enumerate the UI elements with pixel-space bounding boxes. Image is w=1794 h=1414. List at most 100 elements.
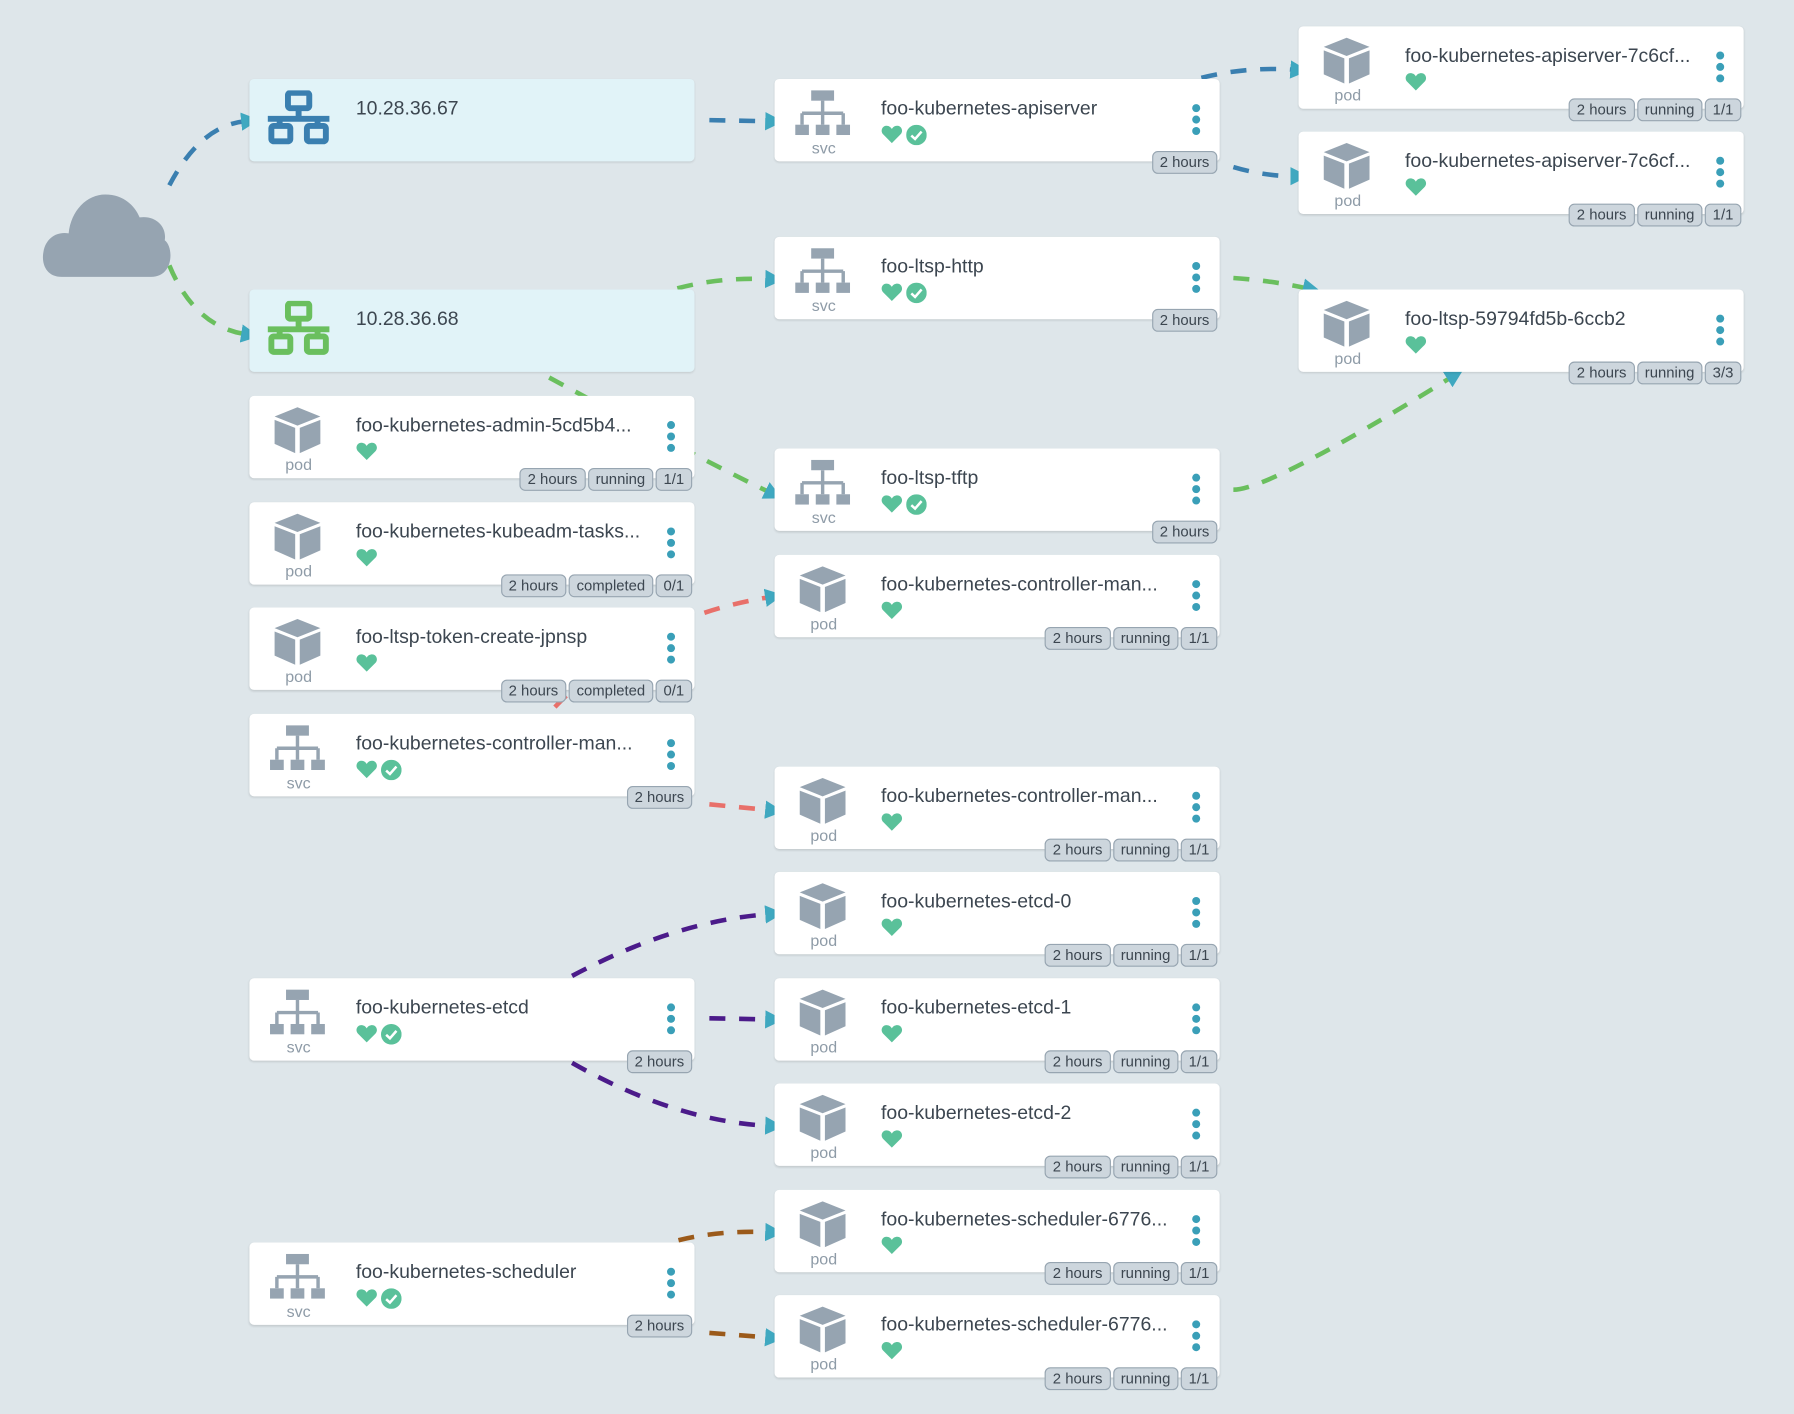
edge-tftpsvc-to-ltsppod [1233, 369, 1464, 492]
node-title[interactable]: foo-kubernetes-kubeadm-tasks... [355, 520, 641, 543]
edge-apisvc-to-apipod1 [1200, 60, 1309, 81]
info-badge: 2 hours [519, 467, 586, 491]
kebab-menu-icon[interactable] [1192, 580, 1201, 611]
node-title[interactable]: foo-kubernetes-scheduler-6776... [880, 1208, 1168, 1230]
info-badge: running [1112, 838, 1179, 862]
info-badge: 1/1 [655, 467, 693, 491]
info-badge: 2 hours [1568, 98, 1635, 122]
heart-health-icon [881, 1129, 903, 1154]
node-title[interactable]: foo-kubernetes-controller-man... [355, 732, 633, 754]
node-title[interactable]: foo-kubernetes-controller-man... [880, 573, 1158, 595]
kebab-menu-icon[interactable] [1192, 1003, 1201, 1035]
node-title[interactable]: foo-kubernetes-etcd-1 [880, 996, 1072, 1019]
node-title[interactable]: foo-kubernetes-etcd [355, 996, 529, 1019]
node-title[interactable]: foo-kubernetes-scheduler-6776... [880, 1313, 1168, 1336]
pod-node[interactable]: pod foo-kubernetes-controller-man... 2 hou… [774, 554, 1220, 650]
node-title[interactable]: foo-kubernetes-etcd-2 [880, 1101, 1072, 1124]
node-title[interactable]: foo-ltsp-tftp [880, 466, 979, 489]
kind-label: pod [810, 614, 838, 633]
kebab-menu-icon[interactable] [1192, 262, 1201, 293]
kebab-menu-icon[interactable] [1192, 1215, 1201, 1246]
edge-schedsvc-to-sched2 [709, 1328, 784, 1347]
node-title[interactable]: foo-kubernetes-apiserver-7c6cf... [1404, 149, 1691, 172]
pod-cube-icon [795, 881, 850, 931]
node-title[interactable]: foo-kubernetes-apiserver [880, 97, 1098, 119]
info-badge: 2 hours [1568, 203, 1635, 227]
pod-node[interactable]: pod foo-kubernetes-kubeadm-tasks... 2 hour… [249, 502, 695, 598]
kebab-menu-icon[interactable] [1716, 156, 1725, 188]
check-circle-icon [380, 1023, 402, 1050]
kebab-menu-icon[interactable] [667, 421, 676, 452]
edge-cmsvc-to-cmpod2 [709, 800, 784, 819]
kebab-menu-icon[interactable] [1192, 473, 1201, 505]
kebab-menu-icon[interactable] [667, 632, 676, 664]
kebab-menu-icon[interactable] [667, 1003, 676, 1035]
ingress-node[interactable]: 10.28.36.68 [249, 289, 695, 372]
kebab-menu-icon[interactable] [1192, 104, 1201, 136]
kebab-menu-icon[interactable] [667, 739, 676, 770]
kind-label: pod [1334, 348, 1362, 368]
pod-node[interactable]: pod foo-kubernetes-scheduler-6776... 2 hou… [774, 1189, 1220, 1285]
node-status [881, 918, 903, 943]
node-title[interactable]: foo-kubernetes-apiserver-7c6cf... [1404, 44, 1691, 67]
kebab-menu-icon[interactable] [1192, 1108, 1201, 1140]
pod-node[interactable]: pod foo-kubernetes-scheduler-6776... 2 hou… [774, 1295, 1220, 1391]
node-status [881, 601, 903, 626]
node-status [356, 548, 378, 573]
node-status [356, 653, 378, 678]
node-title[interactable]: 10.28.36.68 [355, 307, 459, 330]
kebab-menu-icon[interactable] [1192, 791, 1201, 823]
info-badge: 2 hours [626, 786, 693, 809]
pod-node[interactable]: pod foo-kubernetes-etcd-1 2 hours running 1/… [774, 978, 1220, 1074]
kebab-menu-icon[interactable] [1192, 896, 1201, 928]
kebab-menu-icon[interactable] [667, 1267, 676, 1299]
kebab-menu-icon[interactable] [1192, 1320, 1201, 1352]
kebab-menu-icon[interactable] [667, 527, 676, 559]
check-circle-icon [906, 494, 927, 520]
pod-node[interactable]: pod foo-kubernetes-etcd-0 2 hours running 1/… [774, 871, 1220, 967]
pod-cube-icon [795, 1304, 850, 1354]
info-badge: 2 hours [1044, 1050, 1111, 1074]
node-badges: 2 hours running 1/1 [1568, 98, 1742, 122]
svc-node[interactable]: svc foo-ltsp-tftp 2 hours [774, 448, 1220, 544]
pod-node[interactable]: pod foo-kubernetes-apiserver-7c6cf... 2 ho… [1298, 131, 1744, 227]
node-status [1405, 72, 1427, 97]
pod-node[interactable]: pod foo-ltsp-token-create-jpnsp 2 hours com… [249, 607, 695, 703]
node-title[interactable]: foo-kubernetes-scheduler [355, 1260, 577, 1283]
pod-node[interactable]: pod foo-kubernetes-apiserver-7c6cf... 2 ho… [1298, 26, 1744, 122]
node-title[interactable]: foo-ltsp-token-create-jpnsp [355, 625, 588, 648]
svc-node[interactable]: svc foo-kubernetes-controller-man... 2 hou… [249, 713, 695, 809]
info-badge: completed [568, 574, 654, 598]
pod-node[interactable]: pod foo-kubernetes-admin-5cd5b4... 2 hours… [249, 395, 695, 491]
node-status [881, 1129, 903, 1154]
pod-node[interactable]: pod foo-kubernetes-etcd-2 2 hours running 1/… [774, 1083, 1220, 1179]
pod-node[interactable]: pod foo-ltsp-59794fd5b-6ccb2 2 hours runnin… [1298, 289, 1744, 385]
heart-health-icon [356, 442, 378, 467]
info-badge: running [1112, 1261, 1179, 1285]
pod-cube-icon [795, 776, 850, 826]
svc-node[interactable]: svc foo-kubernetes-scheduler 2 hours [249, 1242, 695, 1338]
svc-node[interactable]: svc foo-ltsp-http 2 hours [774, 236, 1220, 332]
node-badges: 2 hours running 1/1 [1568, 203, 1742, 227]
node-title[interactable]: foo-ltsp-59794fd5b-6ccb2 [1404, 307, 1626, 330]
pod-node[interactable]: pod foo-kubernetes-controller-man... 2 hou… [774, 766, 1220, 862]
info-badge: 0/1 [655, 574, 693, 598]
node-title[interactable]: foo-kubernetes-admin-5cd5b4... [355, 414, 632, 436]
svc-node[interactable]: svc foo-kubernetes-apiserver 2 hours [774, 78, 1220, 174]
node-status [881, 282, 927, 309]
heart-health-icon [1405, 72, 1427, 97]
node-title[interactable]: foo-ltsp-http [880, 255, 984, 277]
node-title[interactable]: foo-kubernetes-controller-man... [880, 784, 1158, 807]
heart-health-icon [356, 1024, 378, 1050]
ingress-node[interactable]: 10.28.36.67 [249, 78, 695, 162]
svc-node[interactable]: svc foo-kubernetes-etcd 2 hours [249, 978, 695, 1074]
kebab-menu-icon[interactable] [1716, 51, 1725, 83]
heart-health-icon [356, 760, 378, 786]
pod-cube-icon [795, 564, 850, 614]
kind-label: pod [285, 455, 312, 474]
node-title[interactable]: 10.28.36.67 [355, 97, 459, 119]
kebab-menu-icon[interactable] [1716, 314, 1725, 346]
node-title[interactable]: foo-kubernetes-etcd-0 [880, 890, 1072, 912]
kind-label: svc [286, 1302, 311, 1321]
